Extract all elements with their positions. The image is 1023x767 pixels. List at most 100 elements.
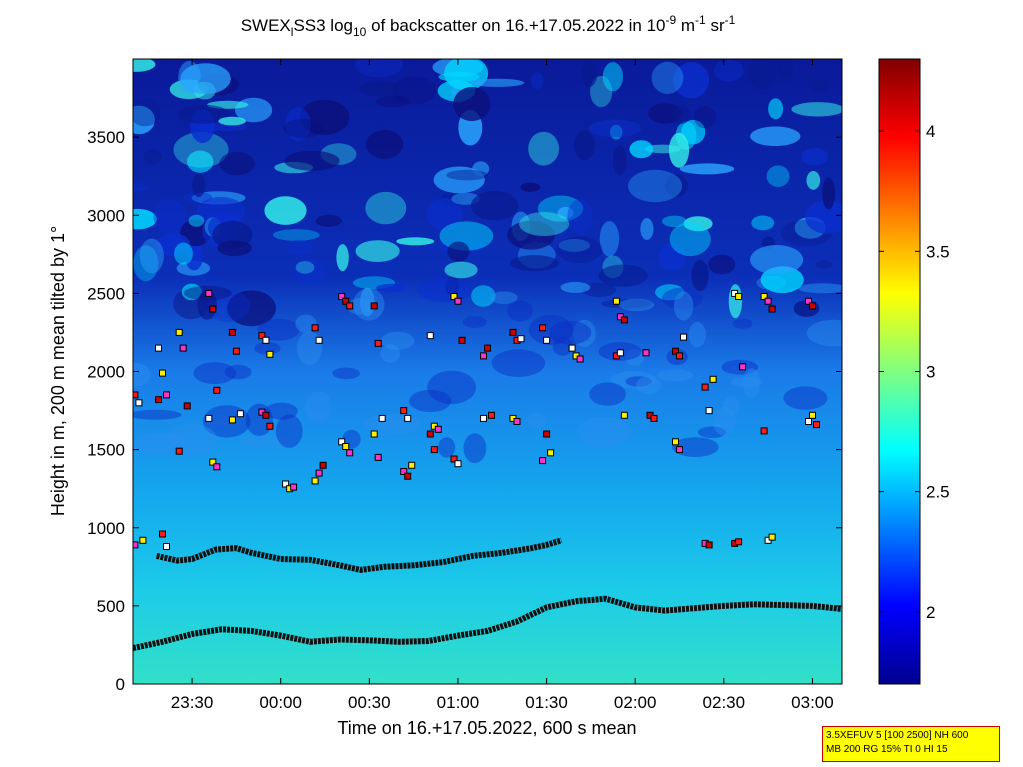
cloud-patch (783, 386, 828, 410)
layer-marker (650, 414, 658, 422)
cloud-patch (558, 239, 591, 252)
layer-marker (133, 391, 139, 399)
cloud-patch (751, 215, 775, 231)
cloud-patch (822, 177, 835, 210)
layer-marker (404, 414, 412, 422)
x-tick-label: 23:30 (171, 693, 214, 712)
layer-marker (426, 430, 434, 438)
cloud-patch (609, 124, 623, 140)
cloud-patch (347, 298, 372, 315)
cloud-patch (732, 318, 753, 329)
colorbar-tick-label: 4 (926, 122, 935, 141)
colorbar-tick-label: 2.5 (926, 483, 950, 502)
cloud-patch (143, 149, 162, 165)
cloud-patch (572, 319, 596, 347)
cloud-patch (651, 61, 684, 94)
cloud-patch (560, 281, 591, 293)
layer-marker (576, 355, 584, 363)
y-tick-label: 3500 (87, 128, 125, 147)
layer-marker (480, 352, 487, 360)
layer-marker (568, 344, 576, 352)
cloud-patch (245, 403, 273, 436)
layer-marker (159, 530, 166, 538)
layer-line-1 (133, 595, 842, 652)
cloud-patch (805, 200, 842, 234)
layer-marker (735, 538, 743, 546)
cloud-patch (581, 61, 598, 87)
cloud-patch (453, 86, 491, 122)
cloud-patch (574, 130, 595, 161)
layer-lines (133, 537, 842, 652)
cloud-patch (227, 290, 276, 327)
cloud-patch (673, 291, 694, 321)
colorbar-gradient (878, 58, 921, 685)
layer-marker (543, 430, 551, 438)
layer-marker (676, 446, 683, 454)
cloud-patch (556, 236, 603, 263)
cloud-patch (743, 368, 760, 399)
cloud-patch (427, 370, 476, 405)
layer-marker (346, 449, 354, 457)
cloud-patch (376, 283, 407, 293)
cloud-patch (723, 396, 740, 416)
cloud-patch (708, 254, 736, 275)
cloud-patch (662, 287, 703, 310)
cloud-patch (392, 76, 437, 105)
cloud-patch (530, 72, 544, 89)
cloud-patch (693, 106, 717, 129)
cloud-patch (683, 216, 713, 232)
cloud-patch (668, 132, 690, 168)
layer-marker (709, 375, 717, 383)
cloud-patch (265, 402, 298, 420)
layer-marker (319, 461, 327, 469)
cloud-patch (133, 245, 159, 282)
layer-marker (735, 293, 743, 300)
layer-marker (209, 305, 217, 313)
cloud-patch (766, 165, 790, 187)
layer-marker (315, 469, 323, 477)
cloud-patch (582, 282, 617, 298)
x-tick-label: 01:30 (525, 693, 568, 712)
layer-marker (258, 332, 266, 340)
cloud-patch (507, 300, 533, 322)
cloud-patch (285, 239, 314, 255)
layer-marker (676, 352, 683, 360)
layer-marker (680, 333, 687, 341)
cloud-patch (750, 245, 804, 275)
layer-marker (616, 349, 624, 357)
cloud-patch (180, 63, 231, 95)
layer-marker (620, 411, 628, 419)
x-tick-label: 02:30 (703, 693, 746, 712)
cloud-patch (549, 320, 592, 345)
layer-marker (400, 407, 408, 415)
cloud-patch (355, 240, 400, 262)
cloud-patch (679, 163, 735, 175)
y-tick-label: 3000 (87, 206, 125, 225)
cloud-patch (815, 260, 833, 269)
cloud-patch (576, 417, 632, 448)
cloud-patch (730, 376, 763, 388)
cloud-patch (355, 59, 403, 78)
cloud-patch (433, 166, 485, 194)
cloud-patch (697, 426, 726, 439)
y-axis: 0 500 1000 1500 2000 2500 3000 3500 (87, 128, 842, 694)
layer-marker (764, 297, 772, 305)
cloud-patch (187, 150, 214, 173)
cloud-patch (628, 169, 683, 203)
cloud-patch (599, 221, 620, 257)
cloud-patch (490, 291, 518, 305)
layer-marker (228, 328, 236, 336)
layer-marker (458, 336, 466, 344)
cloud-patch (217, 240, 252, 256)
cloud-patch (133, 208, 157, 230)
layer-marker (739, 363, 747, 371)
cloud-patch (166, 423, 218, 458)
cloud-patch (380, 344, 400, 363)
y-tick-label: 0 (116, 675, 125, 694)
layer-marker (266, 422, 274, 430)
cloud-patch (133, 432, 188, 456)
y-tick-label: 2500 (87, 284, 125, 303)
cloud-patch (133, 105, 155, 135)
cloud-patch (438, 437, 456, 458)
cloud-patch (618, 298, 655, 312)
